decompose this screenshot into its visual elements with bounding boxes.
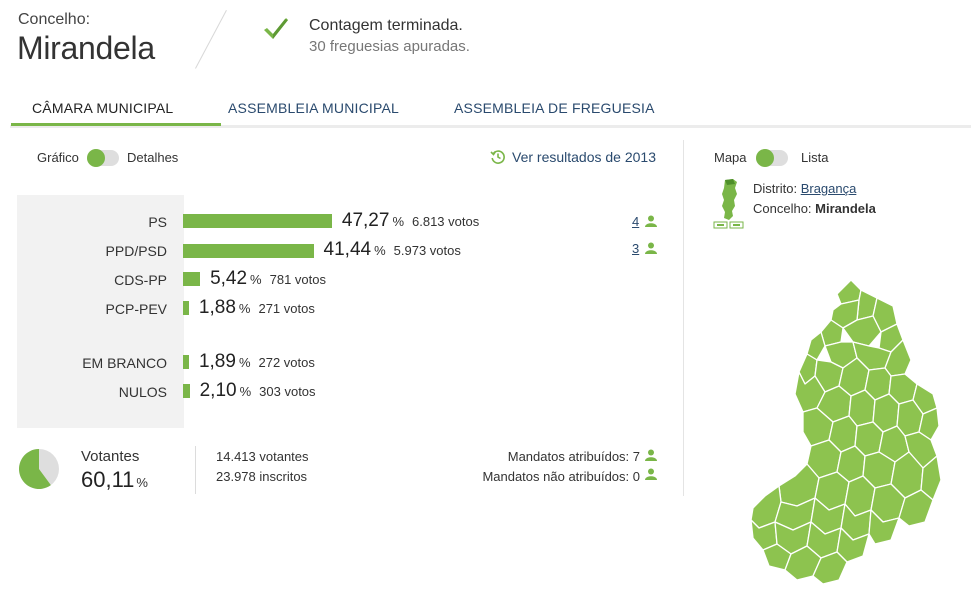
mandates-assigned: Mandatos atribuídos: 7 <box>507 449 640 464</box>
parish-map[interactable] <box>745 276 945 586</box>
result-votes: 5.973 votos <box>393 243 461 258</box>
percent-sign: % <box>136 475 148 490</box>
party-label: PCP-PEV <box>105 301 167 317</box>
person-icon <box>645 449 657 461</box>
result-percent: 47,27 <box>341 210 390 231</box>
concelho-info-label: Concelho: <box>753 201 812 216</box>
percent-sign: % <box>239 384 252 399</box>
result-percent: 1,88 <box>198 297 236 318</box>
result-votes: 781 votos <box>269 272 326 287</box>
person-icon <box>645 468 657 480</box>
result-value: 47,27% 6.813 votos <box>342 210 479 232</box>
pie-slice <box>18 449 51 489</box>
result-value: 1,88% 271 votos <box>199 297 315 319</box>
result-value: 5,42% 781 votos <box>210 268 326 290</box>
summary-divider <box>195 446 196 494</box>
concelho-label: Concelho: <box>18 11 91 28</box>
zoom-icon <box>729 221 744 229</box>
seats-link[interactable]: 4 <box>632 214 640 229</box>
other-label: NULOS <box>118 384 167 400</box>
result-votes: 272 votos <box>258 355 315 370</box>
results-label-panel <box>17 195 184 428</box>
person-icon <box>645 242 657 254</box>
portugal-map-icon[interactable] <box>713 178 745 230</box>
previous-results-link[interactable]: Ver resultados de 2013 <box>490 149 656 165</box>
tab-camara-municipal[interactable]: CÂMARA MUNICIPAL <box>32 100 174 116</box>
mandates-unassigned: Mandatos não atribuídos: 0 <box>482 469 640 484</box>
percent-sign: % <box>238 301 251 316</box>
result-bar <box>183 244 314 258</box>
result-votes: 271 votos <box>258 301 315 316</box>
column-divider <box>683 140 684 496</box>
result-percent: 41,44 <box>323 239 372 260</box>
result-votes: 6.813 votos <box>412 214 480 229</box>
view-toggle-right-label: Detalhes <box>127 150 179 165</box>
parish-region <box>918 407 940 441</box>
count-status: Contagem terminada. <box>309 17 463 34</box>
seats-link[interactable]: 3 <box>632 241 640 256</box>
election-tabs: CÂMARA MUNICIPAL ASSEMBLEIA MUNICIPAL AS… <box>10 90 971 128</box>
distrito-label: Distrito: <box>753 181 798 196</box>
party-label: PPD/PSD <box>105 243 167 259</box>
parish-region <box>812 551 848 585</box>
result-percent: 1,89 <box>198 351 236 372</box>
active-tab-indicator <box>11 123 221 126</box>
percent-sign: % <box>250 272 262 287</box>
distrito-link[interactable]: Bragança <box>800 181 857 196</box>
party-label: PS <box>148 214 167 230</box>
turnout-pie-icon <box>18 449 59 489</box>
percent-sign: % <box>238 355 251 370</box>
map-toggle-left-label: Mapa <box>714 150 747 165</box>
result-bar <box>183 355 189 369</box>
distrito-info: Distrito: Bragança <box>753 181 856 196</box>
person-icon <box>645 215 657 227</box>
registered-count: 23.978 inscritos <box>216 469 308 484</box>
check-icon <box>264 18 288 39</box>
turnout-label: Votantes <box>81 448 140 465</box>
result-bar <box>183 301 189 315</box>
result-value: 1,89% 272 votos <box>199 351 315 373</box>
voters-count: 14.413 votantes <box>216 449 309 464</box>
parish-region <box>920 455 942 501</box>
result-value: 41,44% 5.973 votos <box>324 239 461 261</box>
concelho-info: Concelho: Mirandela <box>753 201 876 216</box>
tab-assembleia-municipal[interactable]: ASSEMBLEIA MUNICIPAL <box>228 100 400 116</box>
party-label: CDS-PP <box>114 272 167 288</box>
concelho-info-value: Mirandela <box>815 201 876 216</box>
result-bar <box>183 384 190 398</box>
percent-sign: % <box>392 214 404 229</box>
percent-sign: % <box>374 243 386 258</box>
result-votes: 303 votos <box>259 384 316 399</box>
previous-results-label: Ver resultados de 2013 <box>512 149 656 165</box>
view-toggle-left-label: Gráfico <box>37 150 79 165</box>
turnout-percent-value: 60,11 <box>81 467 135 492</box>
tab-assembleia-freguesia[interactable]: ASSEMBLEIA DE FREGUESIA <box>454 100 655 116</box>
view-toggle[interactable] <box>87 149 119 167</box>
result-bar <box>183 214 332 228</box>
result-bar <box>183 272 201 286</box>
other-label: EM BRANCO <box>82 355 167 371</box>
result-value: 2,10% 303 votos <box>200 380 316 402</box>
result-percent: 5,42 <box>210 268 248 289</box>
parishes-counted: 30 freguesias apuradas. <box>309 38 470 55</box>
turnout-percent: 60,11% <box>81 467 148 493</box>
map-toggle-right-label: Lista <box>801 150 829 165</box>
history-icon <box>490 150 505 164</box>
map-list-toggle[interactable] <box>756 149 788 167</box>
header-divider <box>195 10 227 69</box>
result-percent: 2,10 <box>199 380 237 401</box>
page-title: Mirandela <box>17 30 155 66</box>
zoom-icon <box>713 221 728 229</box>
